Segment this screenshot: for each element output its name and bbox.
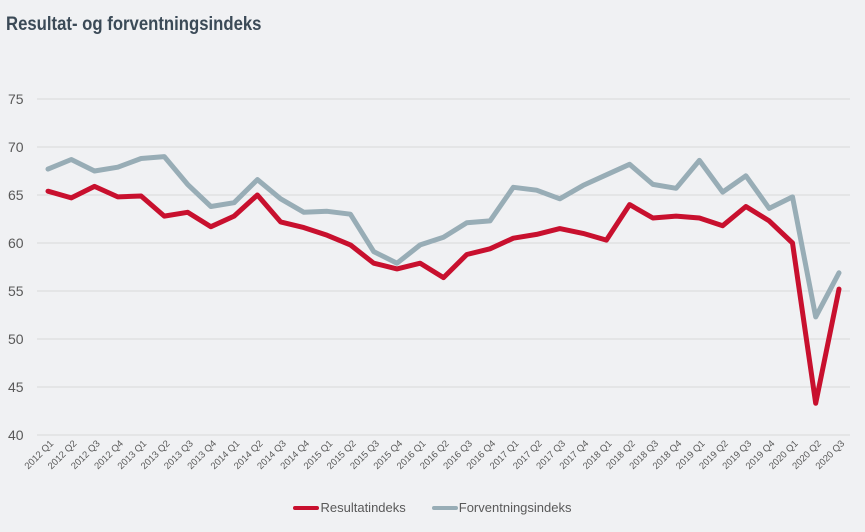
series-line-resultatindeks (45, 183, 842, 406)
y-tick-label: 55 (8, 283, 24, 299)
gridlines (37, 98, 850, 436)
legend-item-forventningsindeks: Forventningsindeks (431, 500, 572, 515)
y-axis-ticks: 75 70 65 60 55 50 45 40 (8, 91, 24, 443)
legend-item-resultatindeks: Resultatindeks (293, 500, 406, 515)
legend-label-forventningsindeks: Forventningsindeks (458, 500, 572, 515)
legend-label-resultatindeks: Resultatindeks (320, 500, 406, 515)
y-tick-label: 65 (8, 187, 24, 203)
legend: Resultatindeks Forventningsindeks (0, 500, 865, 515)
y-tick-label: 70 (8, 139, 24, 155)
y-tick-label: 60 (8, 235, 24, 251)
chart-title: Resultat- og forventningsindeks (6, 14, 262, 35)
y-tick-label: 40 (8, 427, 24, 443)
legend-swatch-resultatindeks (293, 505, 320, 510)
y-tick-label: 45 (8, 379, 24, 395)
y-tick-label: 75 (8, 91, 24, 107)
series-line-forventningsindeks (45, 154, 842, 320)
y-tick-label: 50 (8, 331, 24, 347)
legend-swatch-forventningsindeks (431, 505, 458, 510)
series-lines (45, 154, 842, 406)
